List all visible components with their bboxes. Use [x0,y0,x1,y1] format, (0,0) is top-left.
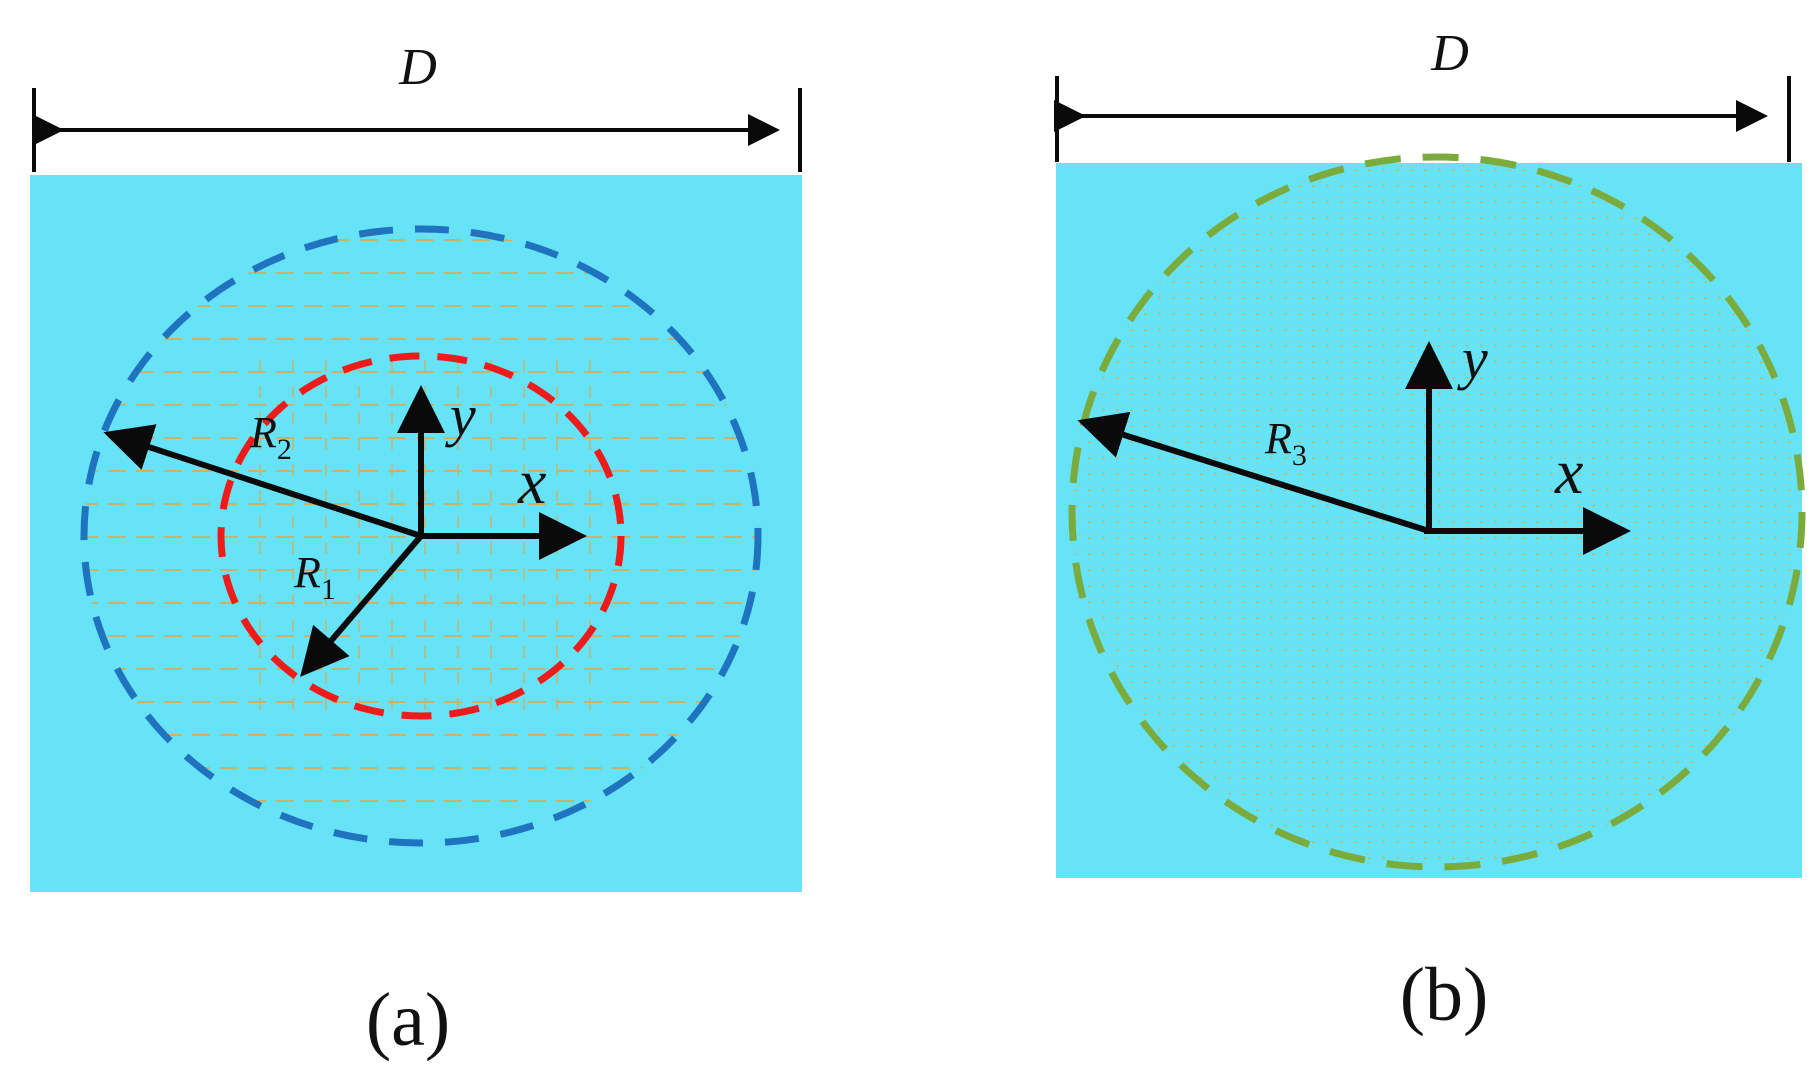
y-axis-label-b: y [1457,326,1488,391]
panel-a: D x y R2 R1 (a) [30,39,802,1062]
r3-arrow-b [1077,411,1430,534]
r3-label-b: R3 [1264,414,1307,472]
dimension-label-a: D [398,39,437,96]
r2-arrow-a [103,424,422,539]
r1-arrow-a [300,534,424,677]
inner-ring-a [217,352,625,720]
outer-ring-a [80,225,762,847]
r1-label-a: R1 [293,548,336,606]
outer-ring-b [1068,153,1806,871]
caption-a: (a) [366,978,450,1062]
x-axis-label-b: x [1554,436,1583,507]
x-axis-label-a: x [517,446,546,517]
dimension-label-b: D [1430,25,1469,82]
r2-label-a: R2 [249,408,292,466]
caption-b: (b) [1400,953,1489,1037]
panel-b: D x y R3 (b) [1054,25,1806,1037]
y-axis-label-a: y [445,383,476,448]
